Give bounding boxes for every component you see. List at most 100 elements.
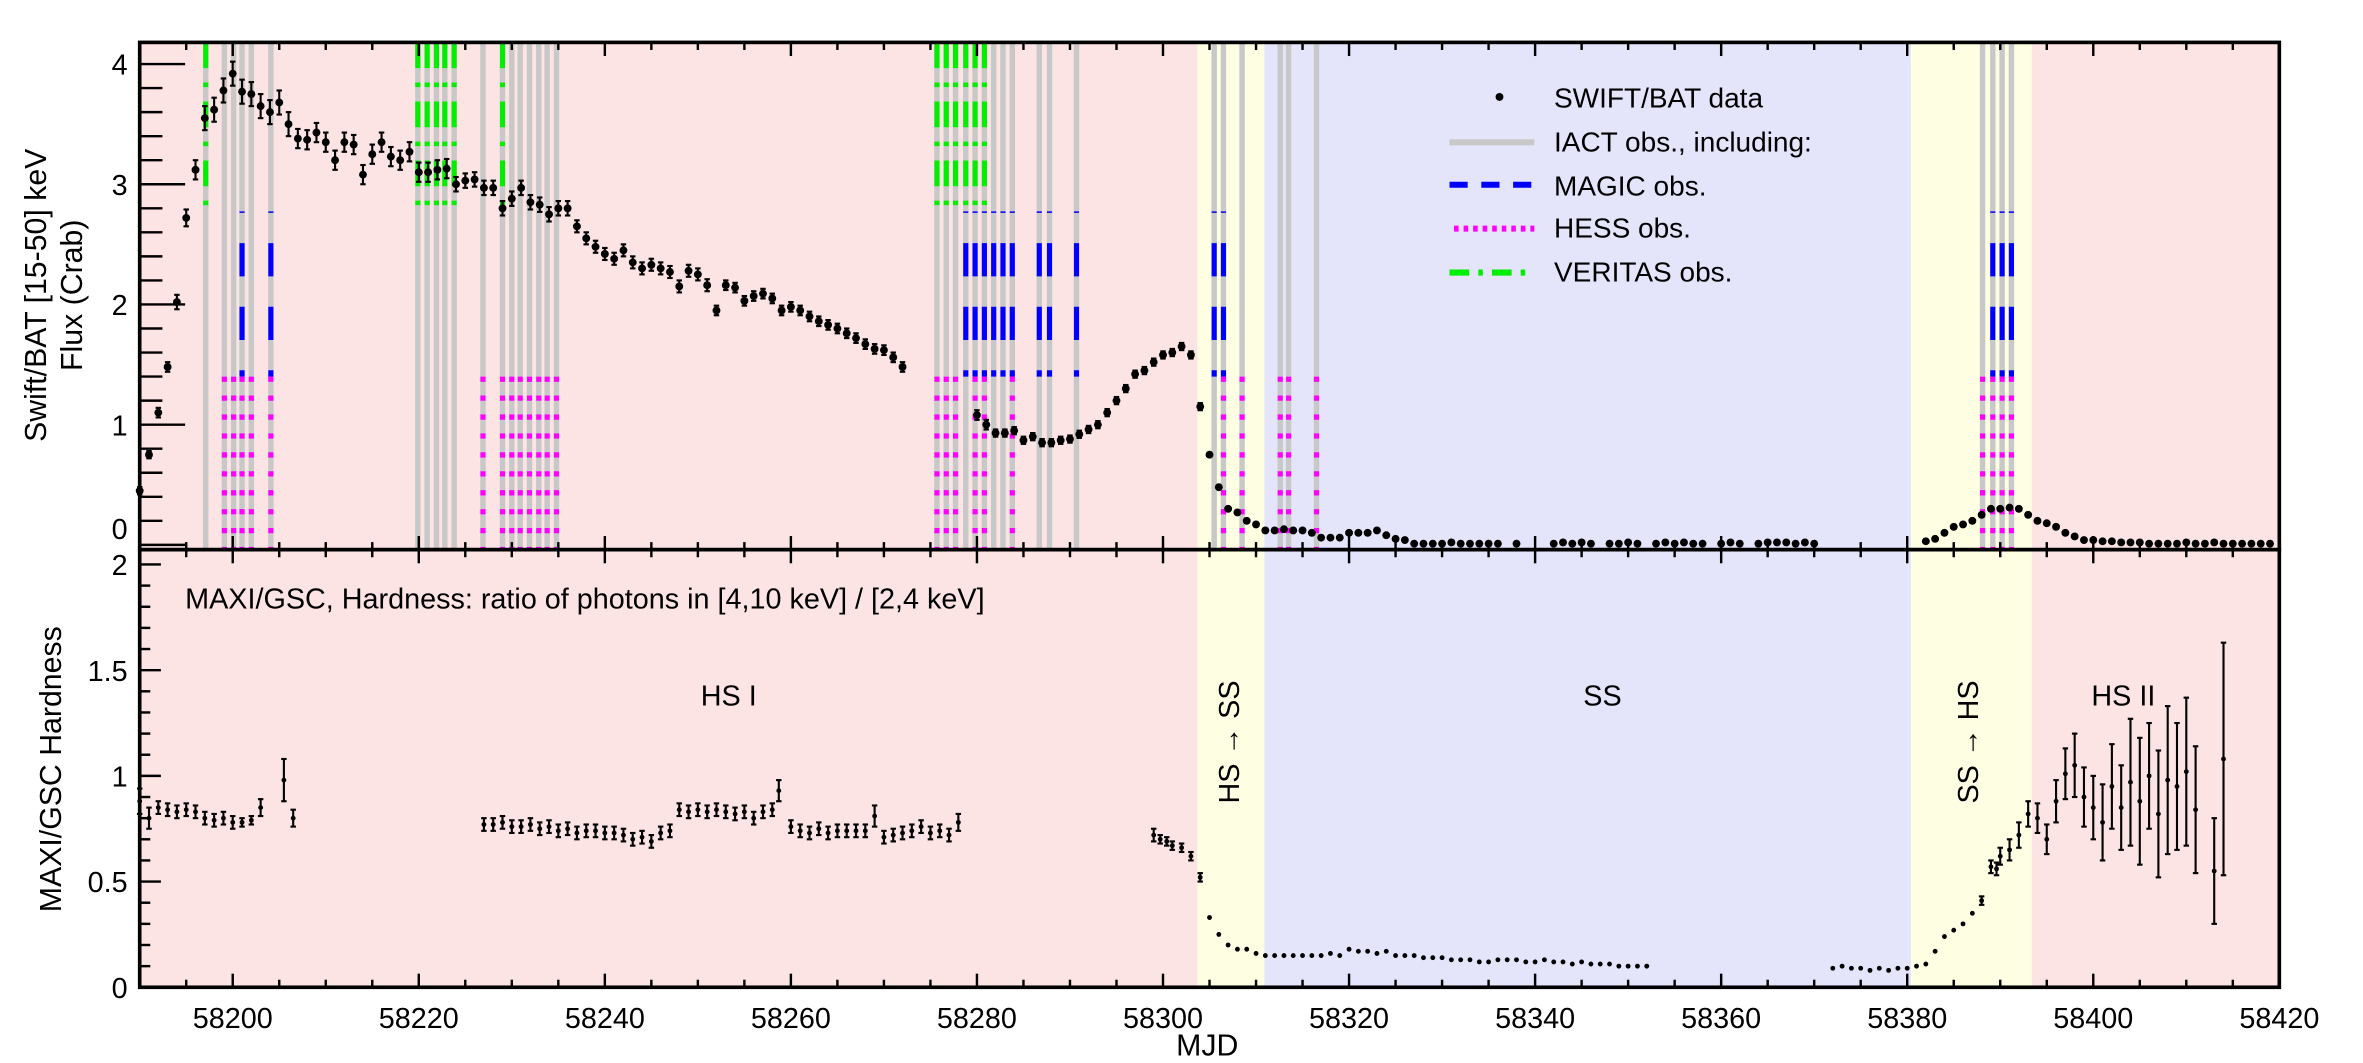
maxi-hardness-point xyxy=(2044,836,2050,842)
maxi-hardness-point xyxy=(537,826,543,832)
maxi-hardness-point xyxy=(1337,953,1343,958)
swift-bat-point xyxy=(656,264,665,273)
swift-bat-point xyxy=(1466,539,1474,548)
swift-bat-point xyxy=(2117,538,2126,547)
swift-bat-point xyxy=(1103,408,1112,417)
swift-bat-point xyxy=(247,90,256,99)
swift-bat-point xyxy=(610,254,619,263)
swift-bat-point xyxy=(973,411,981,419)
maxi-hardness-point xyxy=(1402,953,1408,958)
swift-bat-point xyxy=(1000,429,1009,438)
swift-bat-point xyxy=(721,281,730,290)
maxi-hardness-point xyxy=(202,815,208,821)
maxi-hardness-point xyxy=(1328,951,1333,956)
maxi-hardness-point xyxy=(1281,953,1287,958)
swift-bat-point xyxy=(1493,539,1502,548)
swift-bat-point xyxy=(2247,539,2256,548)
swift-bat-point xyxy=(1940,528,1949,537)
swift-bat-point xyxy=(2145,539,2154,548)
maxi-hardness-point xyxy=(844,828,850,834)
maxi-hardness-point xyxy=(593,828,598,834)
maxi-hardness-point xyxy=(555,828,561,834)
maxi-hardness-point xyxy=(1486,959,1492,965)
maxi-hardness-point xyxy=(565,826,571,832)
swift-bat-point xyxy=(200,114,209,123)
maxi-hardness-point xyxy=(2062,771,2068,777)
swift-bat-point xyxy=(1205,450,1214,459)
swift-bat-point xyxy=(1233,508,1242,517)
maxi-hardness-point xyxy=(1300,953,1305,958)
maxi-hardness-point xyxy=(1551,959,1557,965)
swift-bat-point xyxy=(1568,539,1577,548)
maxi-hardness-point xyxy=(1988,864,1994,870)
swift-bat-point xyxy=(1345,528,1353,537)
maxi-hardness-point xyxy=(2053,798,2059,804)
maxi-hardness-point xyxy=(1541,957,1547,963)
swift-bat-point xyxy=(461,176,470,185)
swift-bat-point xyxy=(1373,526,1381,535)
maxi-hardness-point xyxy=(2165,777,2171,783)
maxi-hardness-point xyxy=(816,826,822,832)
swift-bat-point xyxy=(321,138,330,147)
swift-bat-point xyxy=(1224,504,1233,513)
maxi-hardness-point xyxy=(630,836,636,842)
swift-bat-point xyxy=(1977,510,1986,519)
maxi-hardness-point xyxy=(1830,965,1836,971)
swift-bat-point xyxy=(731,283,740,292)
bottom-y-tick-label: 0 xyxy=(112,973,128,1005)
maxi-hardness-point xyxy=(211,817,217,823)
swift-bat-point xyxy=(991,429,1000,438)
maxi-hardness-point xyxy=(2221,756,2226,762)
maxi-hardness-point xyxy=(686,809,691,815)
maxi-hardness-point xyxy=(1188,853,1194,859)
swift-bat-point xyxy=(1996,504,2005,513)
swift-bat-point xyxy=(1056,436,1065,445)
maxi-hardness-point xyxy=(639,834,645,840)
top-y-tick-label: 3 xyxy=(112,170,128,202)
swift-bat-point xyxy=(740,296,749,305)
maxi-hardness-point xyxy=(1430,955,1436,961)
maxi-hardness-point xyxy=(909,828,915,834)
x-tick-label: 58360 xyxy=(1681,1003,1761,1035)
maxi-hardness-point xyxy=(695,807,701,813)
swift-bat-point xyxy=(1196,402,1205,411)
maxi-hardness-point xyxy=(2090,805,2096,811)
maxi-hardness-point xyxy=(546,824,552,830)
swift-bat-point xyxy=(1335,533,1344,542)
maxi-hardness-point xyxy=(881,834,887,840)
maxi-hardness-point xyxy=(1197,874,1203,880)
bottom-y-tick-label: 1.5 xyxy=(88,656,128,688)
swift-bat-point xyxy=(1298,526,1307,535)
maxi-hardness-point xyxy=(500,819,505,825)
swift-bat-point xyxy=(1168,348,1177,357)
swift-bat-point xyxy=(1093,420,1102,429)
swift-bat-point xyxy=(1363,528,1372,537)
swift-bat-point xyxy=(1354,528,1363,537)
swift-bat-point xyxy=(1949,522,1958,531)
maxi-hardness-point xyxy=(611,830,617,836)
maxi-hardness-point xyxy=(937,828,943,834)
swift-bat-point xyxy=(2238,539,2247,548)
maxi-hardness-point xyxy=(490,822,496,827)
swift-bat-point xyxy=(526,198,535,207)
maxi-hardness-point xyxy=(1994,866,1999,872)
maxi-hardness-point xyxy=(290,815,296,821)
maxi-hardness-point xyxy=(1979,898,1985,904)
maxi-hardness-point xyxy=(2016,832,2022,838)
swift-bat-point xyxy=(1121,384,1130,393)
swift-bat-point xyxy=(675,282,684,291)
maxi-hardness-point xyxy=(1867,967,1873,973)
maxi-hardness-point xyxy=(1895,965,1901,971)
x-tick-label: 58400 xyxy=(2053,1003,2133,1035)
swift-bat-point xyxy=(1214,483,1223,492)
x-tick-label: 58240 xyxy=(565,1003,645,1035)
maxi-hardness-point xyxy=(1346,946,1352,952)
swift-bat-point xyxy=(340,138,349,147)
swift-bat-point xyxy=(824,320,833,329)
swift-bat-point xyxy=(600,250,609,258)
swift-bat-point xyxy=(1112,396,1121,405)
maxi-hardness-point xyxy=(2183,769,2189,775)
state-background-layer xyxy=(139,42,2280,988)
swift-bat-point xyxy=(145,450,153,459)
swift-bat-point xyxy=(349,140,358,149)
